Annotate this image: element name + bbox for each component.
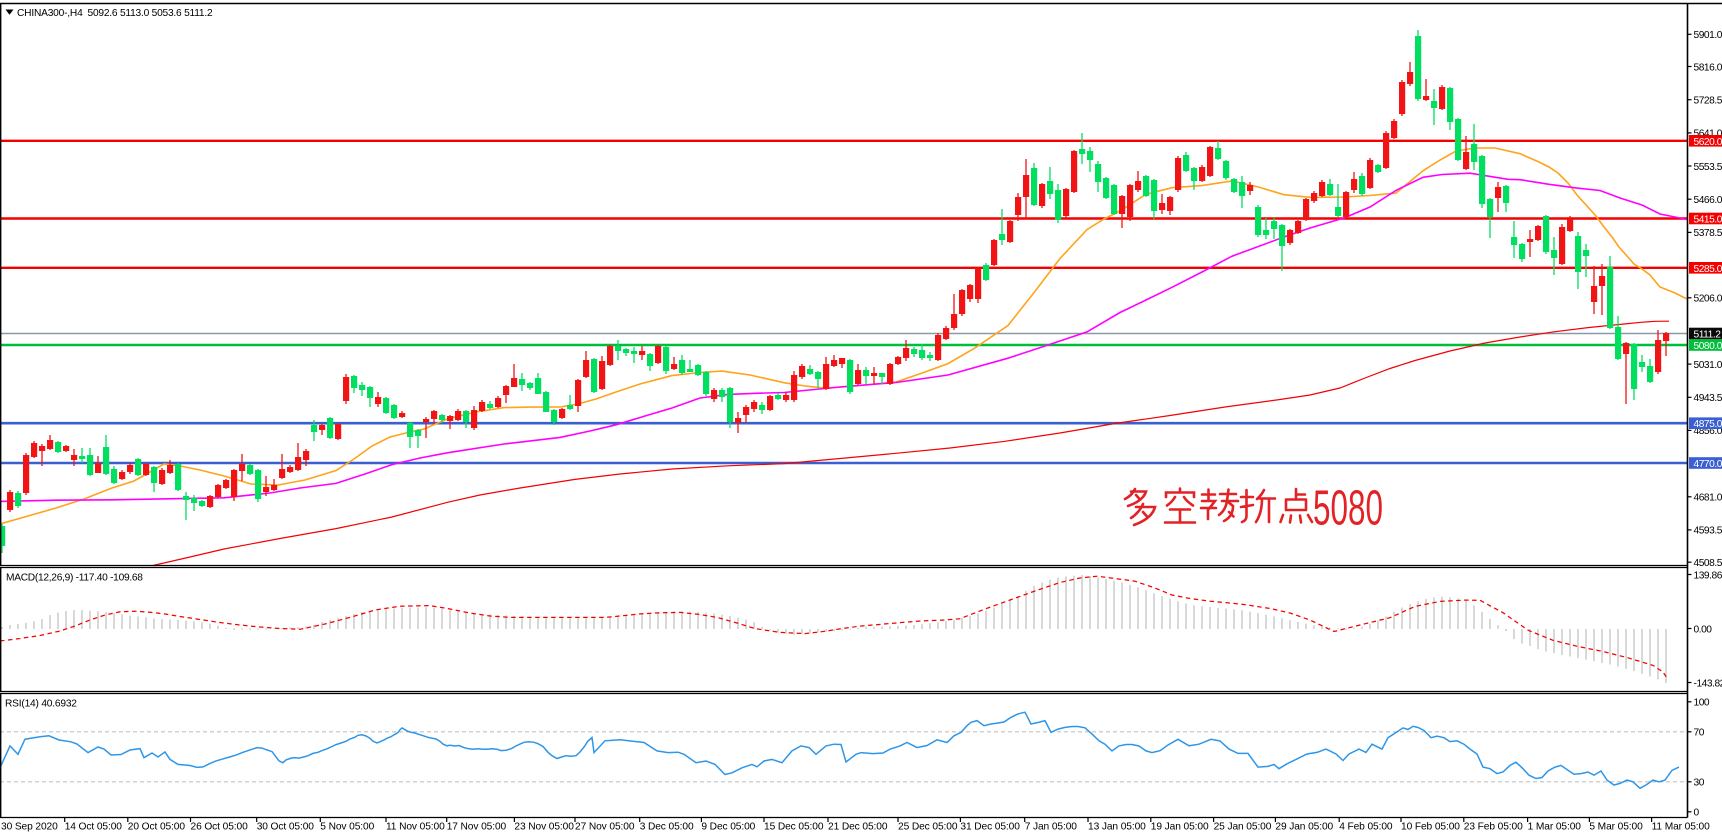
svg-text:11 Mar 05:00: 11 Mar 05:00 <box>1652 822 1711 833</box>
svg-text:21 Dec 05:00: 21 Dec 05:00 <box>828 822 888 833</box>
svg-text:CHINA300-,H4: CHINA300-,H4 <box>17 8 83 19</box>
svg-text:25 Jan 05:00: 25 Jan 05:00 <box>1214 822 1272 833</box>
svg-text:5092.6 5113.0 5053.6 5111.2: 5092.6 5113.0 5053.6 5111.2 <box>88 8 213 19</box>
svg-text:3 Dec 05:00: 3 Dec 05:00 <box>640 822 694 833</box>
svg-text:5 Nov 05:00: 5 Nov 05:00 <box>320 822 374 833</box>
svg-text:14 Oct 05:00: 14 Oct 05:00 <box>65 822 123 833</box>
svg-text:5031.0: 5031.0 <box>1694 360 1722 371</box>
svg-text:MACD(12,26,9) -117.40 -109.68: MACD(12,26,9) -117.40 -109.68 <box>6 573 143 584</box>
svg-text:-143.82: -143.82 <box>1694 678 1722 689</box>
svg-text:29 Jan 05:00: 29 Jan 05:00 <box>1275 822 1333 833</box>
svg-text:5080.0: 5080.0 <box>1694 341 1722 352</box>
svg-text:5415.0: 5415.0 <box>1694 215 1722 226</box>
svg-text:4856.0: 4856.0 <box>1694 426 1722 437</box>
svg-text:11 Nov 05:00: 11 Nov 05:00 <box>386 822 445 833</box>
svg-text:4508.5: 4508.5 <box>1694 558 1722 569</box>
svg-text:5816.0: 5816.0 <box>1694 62 1722 73</box>
svg-text:5901.0: 5901.0 <box>1694 30 1722 41</box>
svg-text:4770.0: 4770.0 <box>1694 459 1722 470</box>
svg-text:5620.0: 5620.0 <box>1694 137 1722 148</box>
svg-text:13 Jan 05:00: 13 Jan 05:00 <box>1088 822 1146 833</box>
svg-text:4681.0: 4681.0 <box>1694 493 1722 504</box>
svg-text:4875.0: 4875.0 <box>1694 419 1722 430</box>
svg-text:10 Feb 05:00: 10 Feb 05:00 <box>1401 822 1460 833</box>
svg-text:4 Feb 05:00: 4 Feb 05:00 <box>1339 822 1393 833</box>
svg-text:27 Nov 05:00: 27 Nov 05:00 <box>575 822 635 833</box>
svg-text:9 Dec 05:00: 9 Dec 05:00 <box>701 822 755 833</box>
svg-text:19 Jan 05:00: 19 Jan 05:00 <box>1151 822 1209 833</box>
svg-text:5285.0: 5285.0 <box>1694 264 1722 275</box>
svg-text:5080: 5080 <box>1313 482 1383 536</box>
svg-text:30 Oct 05:00: 30 Oct 05:00 <box>257 822 315 833</box>
svg-text:15 Dec 05:00: 15 Dec 05:00 <box>764 822 824 833</box>
svg-text:23 Nov 05:00: 23 Nov 05:00 <box>514 822 574 833</box>
svg-text:30: 30 <box>1694 778 1705 789</box>
svg-text:139.86: 139.86 <box>1694 570 1722 581</box>
svg-text:4593.5: 4593.5 <box>1694 526 1722 537</box>
svg-text:0.00: 0.00 <box>1694 624 1713 635</box>
svg-text:4943.5: 4943.5 <box>1694 393 1722 404</box>
svg-text:100: 100 <box>1694 698 1710 709</box>
svg-text:5728.5: 5728.5 <box>1694 96 1722 107</box>
svg-text:5641.0: 5641.0 <box>1694 129 1722 140</box>
svg-text:RSI(14) 40.6932: RSI(14) 40.6932 <box>5 699 77 710</box>
svg-text:30 Sep 2020: 30 Sep 2020 <box>1 822 58 833</box>
svg-text:31 Dec 05:00: 31 Dec 05:00 <box>960 822 1020 833</box>
svg-text:7 Jan 05:00: 7 Jan 05:00 <box>1025 822 1078 833</box>
svg-text:26 Oct 05:00: 26 Oct 05:00 <box>191 822 249 833</box>
svg-text:0: 0 <box>1694 808 1700 819</box>
svg-text:5553.5: 5553.5 <box>1694 162 1722 173</box>
svg-text:5111.2: 5111.2 <box>1694 330 1722 341</box>
svg-text:5 Mar 05:00: 5 Mar 05:00 <box>1589 822 1643 833</box>
svg-text:1 Mar 05:00: 1 Mar 05:00 <box>1528 822 1582 833</box>
svg-text:20 Oct 05:00: 20 Oct 05:00 <box>128 822 186 833</box>
svg-text:5206.0: 5206.0 <box>1694 294 1722 305</box>
svg-text:5466.0: 5466.0 <box>1694 195 1722 206</box>
svg-text:25 Dec 05:00: 25 Dec 05:00 <box>898 822 958 833</box>
svg-text:17 Nov 05:00: 17 Nov 05:00 <box>447 822 507 833</box>
svg-text:23 Feb 05:00: 23 Feb 05:00 <box>1464 822 1523 833</box>
svg-text:5378.5: 5378.5 <box>1694 228 1722 239</box>
svg-text:70: 70 <box>1694 728 1705 739</box>
